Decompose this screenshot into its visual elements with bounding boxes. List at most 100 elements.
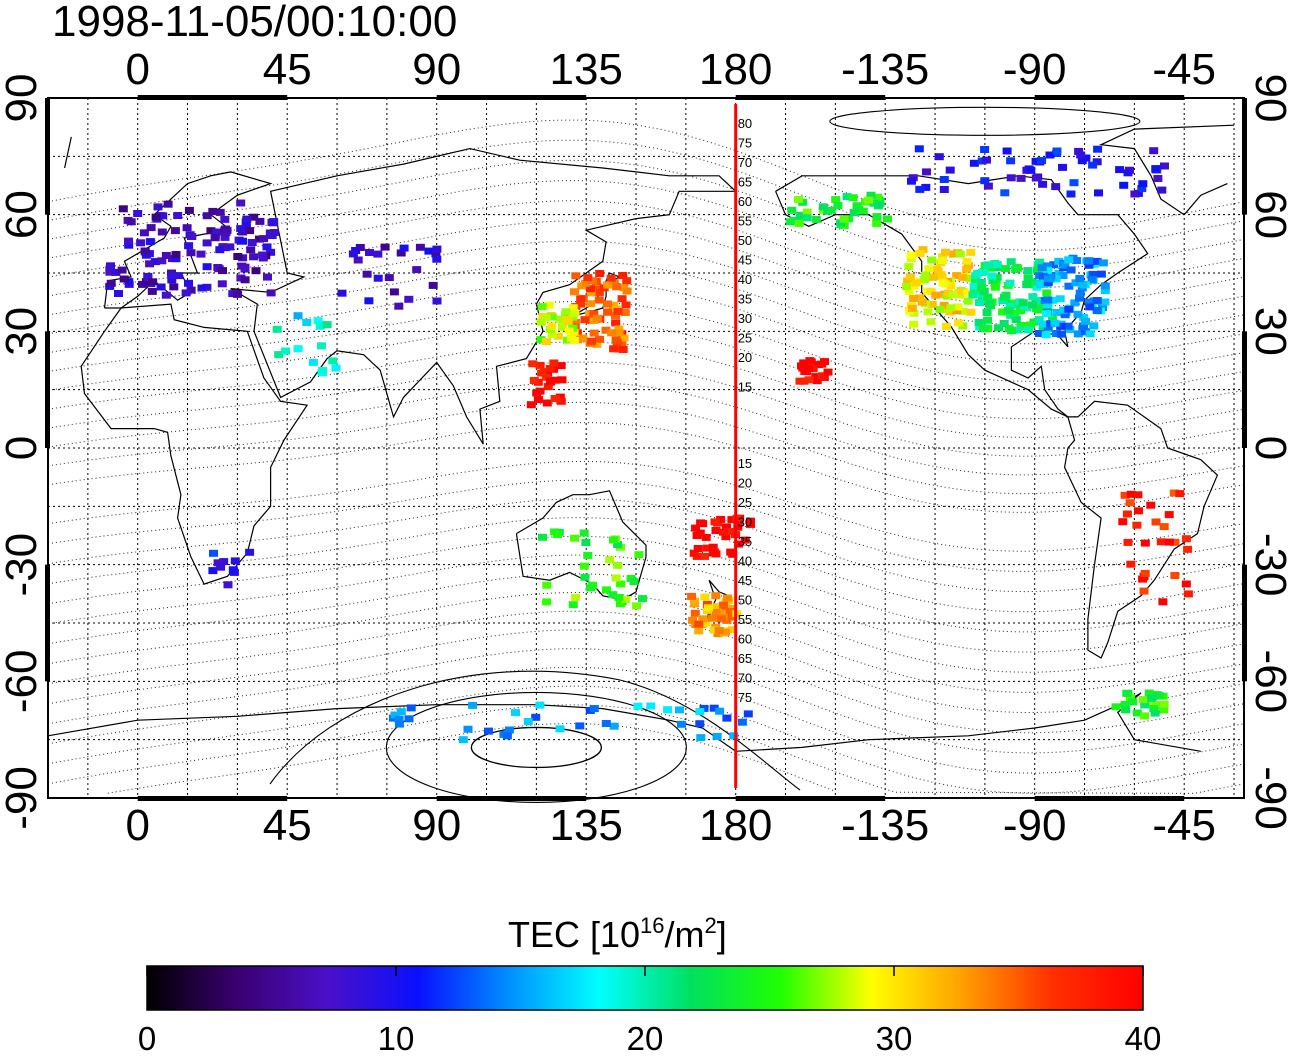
mlat-label: 75 <box>738 690 752 705</box>
tec-cell <box>549 359 559 367</box>
tec-cell <box>1115 166 1125 174</box>
tec-cell <box>805 357 815 365</box>
tec-cell <box>948 291 958 299</box>
tec-cell <box>983 182 993 190</box>
tec-cell <box>1138 696 1148 704</box>
lon-tick-label-bottom: 45 <box>263 801 312 850</box>
tec-cell <box>238 254 248 262</box>
mlat-label: 15 <box>738 456 752 471</box>
lon-tick-label-bottom: -135 <box>841 801 929 850</box>
tec-cell <box>1123 169 1133 177</box>
colorbar-title: TEC [1016/m2] <box>508 913 727 955</box>
tec-cell <box>594 296 604 304</box>
tec-cell <box>308 358 318 366</box>
tec-cell <box>695 529 705 537</box>
tec-cell <box>529 377 539 384</box>
tec-cell <box>707 614 717 622</box>
tec-cell <box>952 307 962 315</box>
lon-tick-label-top: -135 <box>841 45 929 94</box>
tec-cell <box>1018 299 1028 307</box>
tec-cell <box>196 250 206 258</box>
tec-cell <box>1016 174 1026 182</box>
tec-cell <box>909 295 919 302</box>
tec-cell <box>966 248 976 256</box>
tec-cell <box>117 266 127 274</box>
tec-cell <box>1111 703 1121 711</box>
tec-cell <box>1037 157 1046 165</box>
tec-cell <box>691 524 701 532</box>
tec-cell <box>547 330 557 338</box>
lon-tick-label-top: -90 <box>1003 45 1067 94</box>
tec-cell <box>935 305 945 313</box>
tec-cell <box>675 706 684 714</box>
tec-cell <box>241 223 251 231</box>
tec-cell <box>688 616 698 624</box>
tec-cell <box>258 251 268 259</box>
tec-cell <box>1126 490 1136 498</box>
tec-cell <box>230 557 240 565</box>
mlat-label: 70 <box>738 671 752 686</box>
tec-cell <box>394 715 404 723</box>
tec-cell <box>412 266 422 274</box>
tec-cell <box>1075 294 1084 302</box>
tec-cell <box>216 563 226 571</box>
tec-cell <box>605 556 615 564</box>
tec-cell <box>928 273 938 281</box>
tec-cell <box>632 602 642 610</box>
tec-cell <box>609 722 619 730</box>
tec-cell <box>909 320 919 328</box>
tec-cell <box>208 207 218 215</box>
tec-cell <box>322 321 332 329</box>
tec-cell <box>621 596 631 603</box>
tec-cell <box>1052 147 1062 155</box>
tec-cell <box>812 377 822 385</box>
colorbar-title-sup1: 16 <box>640 913 664 938</box>
tec-cell <box>1042 289 1052 297</box>
tec-cell <box>1164 511 1174 519</box>
tec-cell <box>1043 296 1053 304</box>
mlat-label: 45 <box>738 253 752 268</box>
tec-cell <box>266 248 276 256</box>
tec-cell <box>743 710 753 718</box>
tec-cell <box>259 235 269 243</box>
mlat-label: 80 <box>738 116 752 131</box>
lon-tick-label-top: 45 <box>263 45 312 94</box>
tec-cell <box>1004 307 1013 315</box>
coastline <box>515 490 647 601</box>
tec-cell <box>617 295 627 303</box>
tec-cell <box>613 541 623 549</box>
tec-cell <box>316 342 326 350</box>
tec-cell <box>606 274 616 282</box>
tec-cell <box>977 269 987 276</box>
tec-cell <box>1140 712 1150 720</box>
tec-cell <box>729 732 739 740</box>
tec-cell <box>982 309 992 316</box>
tec-cell <box>1159 706 1169 714</box>
tec-cell <box>586 289 596 297</box>
tec-cell <box>543 369 552 377</box>
tec-cell <box>708 549 718 557</box>
tec-cell <box>547 322 557 330</box>
tec-cell <box>958 273 968 281</box>
tec-cell <box>1038 180 1048 188</box>
tec-cell <box>802 208 812 216</box>
tec-cell <box>1125 499 1135 507</box>
tec-cell <box>690 609 700 617</box>
tec-cell <box>1100 298 1110 306</box>
tec-cell <box>1026 321 1036 329</box>
tec-cell <box>526 401 536 409</box>
tec-cell <box>568 304 578 312</box>
lat-tick-label-left: 30 <box>0 307 46 356</box>
mlat-label: 15 <box>738 380 752 395</box>
tec-cell <box>1122 510 1132 518</box>
tec-cell <box>570 534 579 542</box>
tec-cell <box>1150 701 1160 709</box>
tec-cell <box>696 519 706 527</box>
tec-cell <box>848 194 858 202</box>
tec-cell <box>934 153 944 161</box>
tec-cell <box>575 722 585 730</box>
tec-cell <box>1053 309 1063 316</box>
tec-cell <box>1123 538 1133 546</box>
tec-cell <box>1151 518 1161 526</box>
tec-cell <box>962 257 972 265</box>
